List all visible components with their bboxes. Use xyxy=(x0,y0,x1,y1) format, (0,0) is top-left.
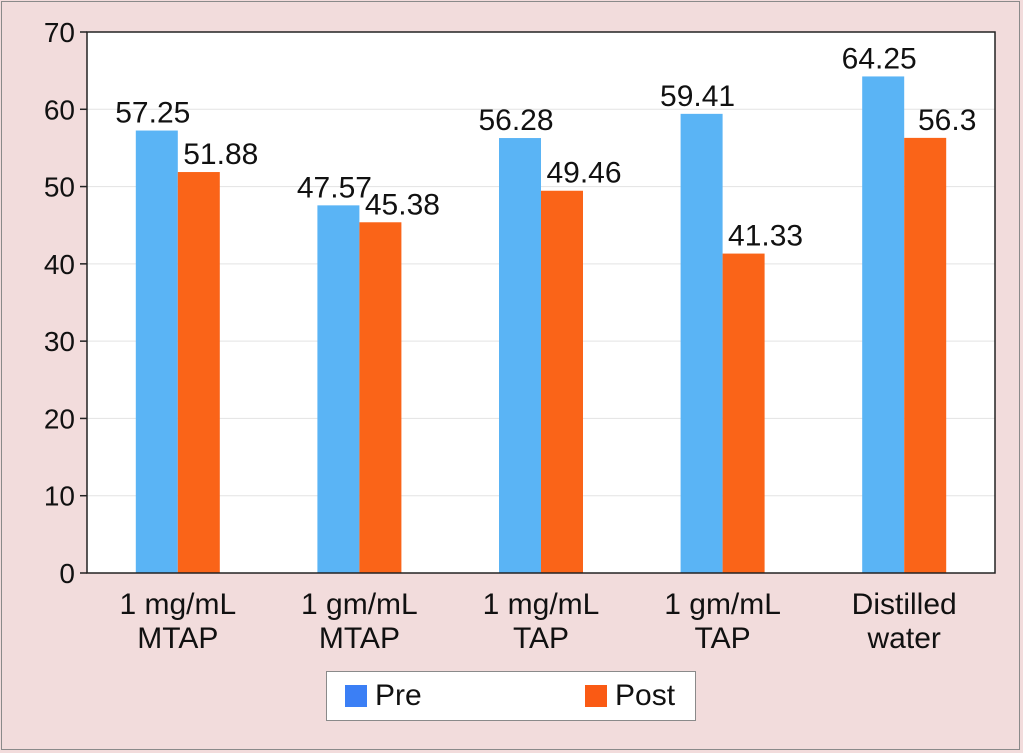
x-tick-label: MTAP xyxy=(319,622,400,655)
y-tick-label: 60 xyxy=(44,94,75,125)
x-tick-label: 1 mg/mL xyxy=(483,588,600,621)
bar-pre xyxy=(862,76,905,574)
data-label: 64.25 xyxy=(842,42,917,75)
data-label: 59.41 xyxy=(660,80,735,113)
data-label: 47.57 xyxy=(297,171,372,204)
data-label: 57.25 xyxy=(115,97,190,130)
y-tick-label: 50 xyxy=(44,172,75,203)
bar-post xyxy=(722,253,765,574)
data-label: 45.38 xyxy=(365,188,440,221)
legend-label-pre: Pre xyxy=(375,679,422,712)
bar-pre xyxy=(135,130,178,573)
legend-item-pre: Pre xyxy=(345,672,422,720)
x-tick-label: 1 mg/mL xyxy=(119,588,236,621)
legend-swatch-post xyxy=(585,685,607,707)
bar-pre xyxy=(317,205,360,573)
bar-post xyxy=(904,137,947,574)
x-tick-label: MTAP xyxy=(137,622,218,655)
data-label: 56.28 xyxy=(478,104,553,137)
bar-post xyxy=(177,172,220,573)
legend-swatch-pre xyxy=(345,685,367,707)
y-tick-label: 10 xyxy=(44,481,75,512)
x-tick-label: 1 gm/mL xyxy=(301,588,418,621)
x-tick-label: Distilled xyxy=(852,588,957,621)
data-label: 49.46 xyxy=(546,157,621,190)
x-tick-label: 1 gm/mL xyxy=(664,588,781,621)
data-label: 51.88 xyxy=(183,138,258,171)
legend-label-post: Post xyxy=(615,679,676,712)
plot-border xyxy=(86,31,996,574)
bar-post xyxy=(359,222,402,573)
chart-legend: Pre Post xyxy=(326,671,696,721)
x-tick-label: water xyxy=(867,622,941,655)
x-tick-label: TAP xyxy=(513,622,569,655)
x-tick-label: TAP xyxy=(695,622,751,655)
bar-pre xyxy=(499,138,541,573)
y-tick-label: 40 xyxy=(44,249,75,280)
bar-pre xyxy=(680,113,723,573)
data-label: 41.33 xyxy=(728,220,803,253)
data-label: 56.3 xyxy=(918,104,976,137)
y-tick-label: 20 xyxy=(44,403,75,434)
y-tick-label: 30 xyxy=(44,326,75,357)
y-tick-label: 0 xyxy=(59,558,75,589)
bar-post xyxy=(541,190,583,573)
y-tick-label: 70 xyxy=(44,17,75,48)
legend-item-post: Post xyxy=(585,672,675,720)
